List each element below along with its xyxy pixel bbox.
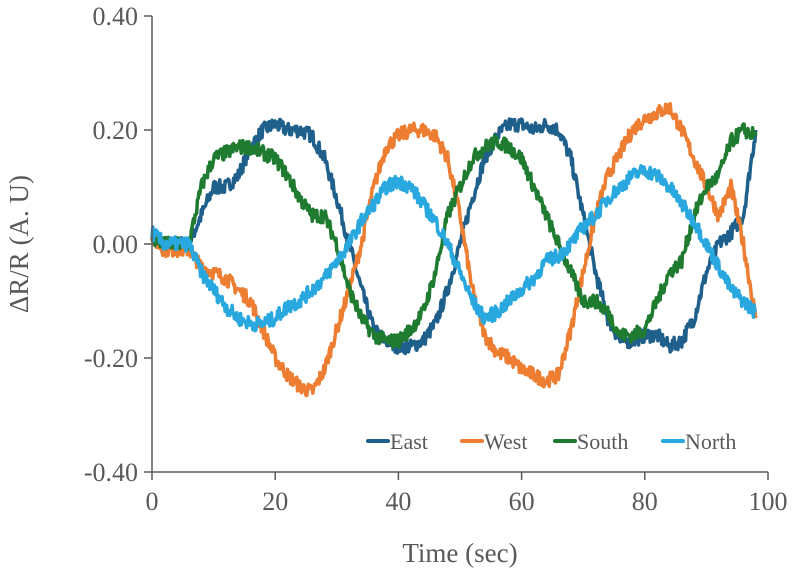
x-tick-label: 80 [632, 487, 658, 516]
legend-item-north: North [661, 429, 736, 454]
legend-label: East [390, 429, 428, 454]
x-tick-label: 100 [749, 487, 788, 516]
y-tick-label: -0.40 [84, 458, 138, 487]
x-axis-label: Time (sec) [402, 538, 517, 568]
y-tick-label: 0.00 [93, 230, 139, 259]
legend-label: West [484, 429, 527, 454]
series-layer [150, 101, 758, 398]
y-axis-label: ΔR/R (A. U) [4, 175, 34, 313]
x-tick-label: 40 [385, 487, 411, 516]
series-line-south [150, 122, 758, 349]
legend-item-west: West [460, 429, 527, 454]
y-tick-label: -0.20 [84, 344, 138, 373]
series-line-north [150, 164, 758, 333]
series-line-east [150, 117, 758, 356]
x-tick-label: 0 [146, 487, 159, 516]
legend-label: North [685, 429, 736, 454]
ticks: 0 20 40 60 80 100 0.40 0.20 0.00 -0.20 -0.40 [84, 2, 788, 516]
x-tick-label: 20 [262, 487, 288, 516]
legend-item-east: East [366, 429, 428, 454]
legend-item-south: South [553, 429, 628, 454]
y-tick-label: 0.20 [93, 116, 139, 145]
legend: East West South North [366, 429, 736, 454]
series-line-west [150, 101, 758, 398]
y-tick-label: 0.40 [93, 2, 139, 31]
x-tick-label: 60 [509, 487, 535, 516]
legend-label: South [577, 429, 628, 454]
